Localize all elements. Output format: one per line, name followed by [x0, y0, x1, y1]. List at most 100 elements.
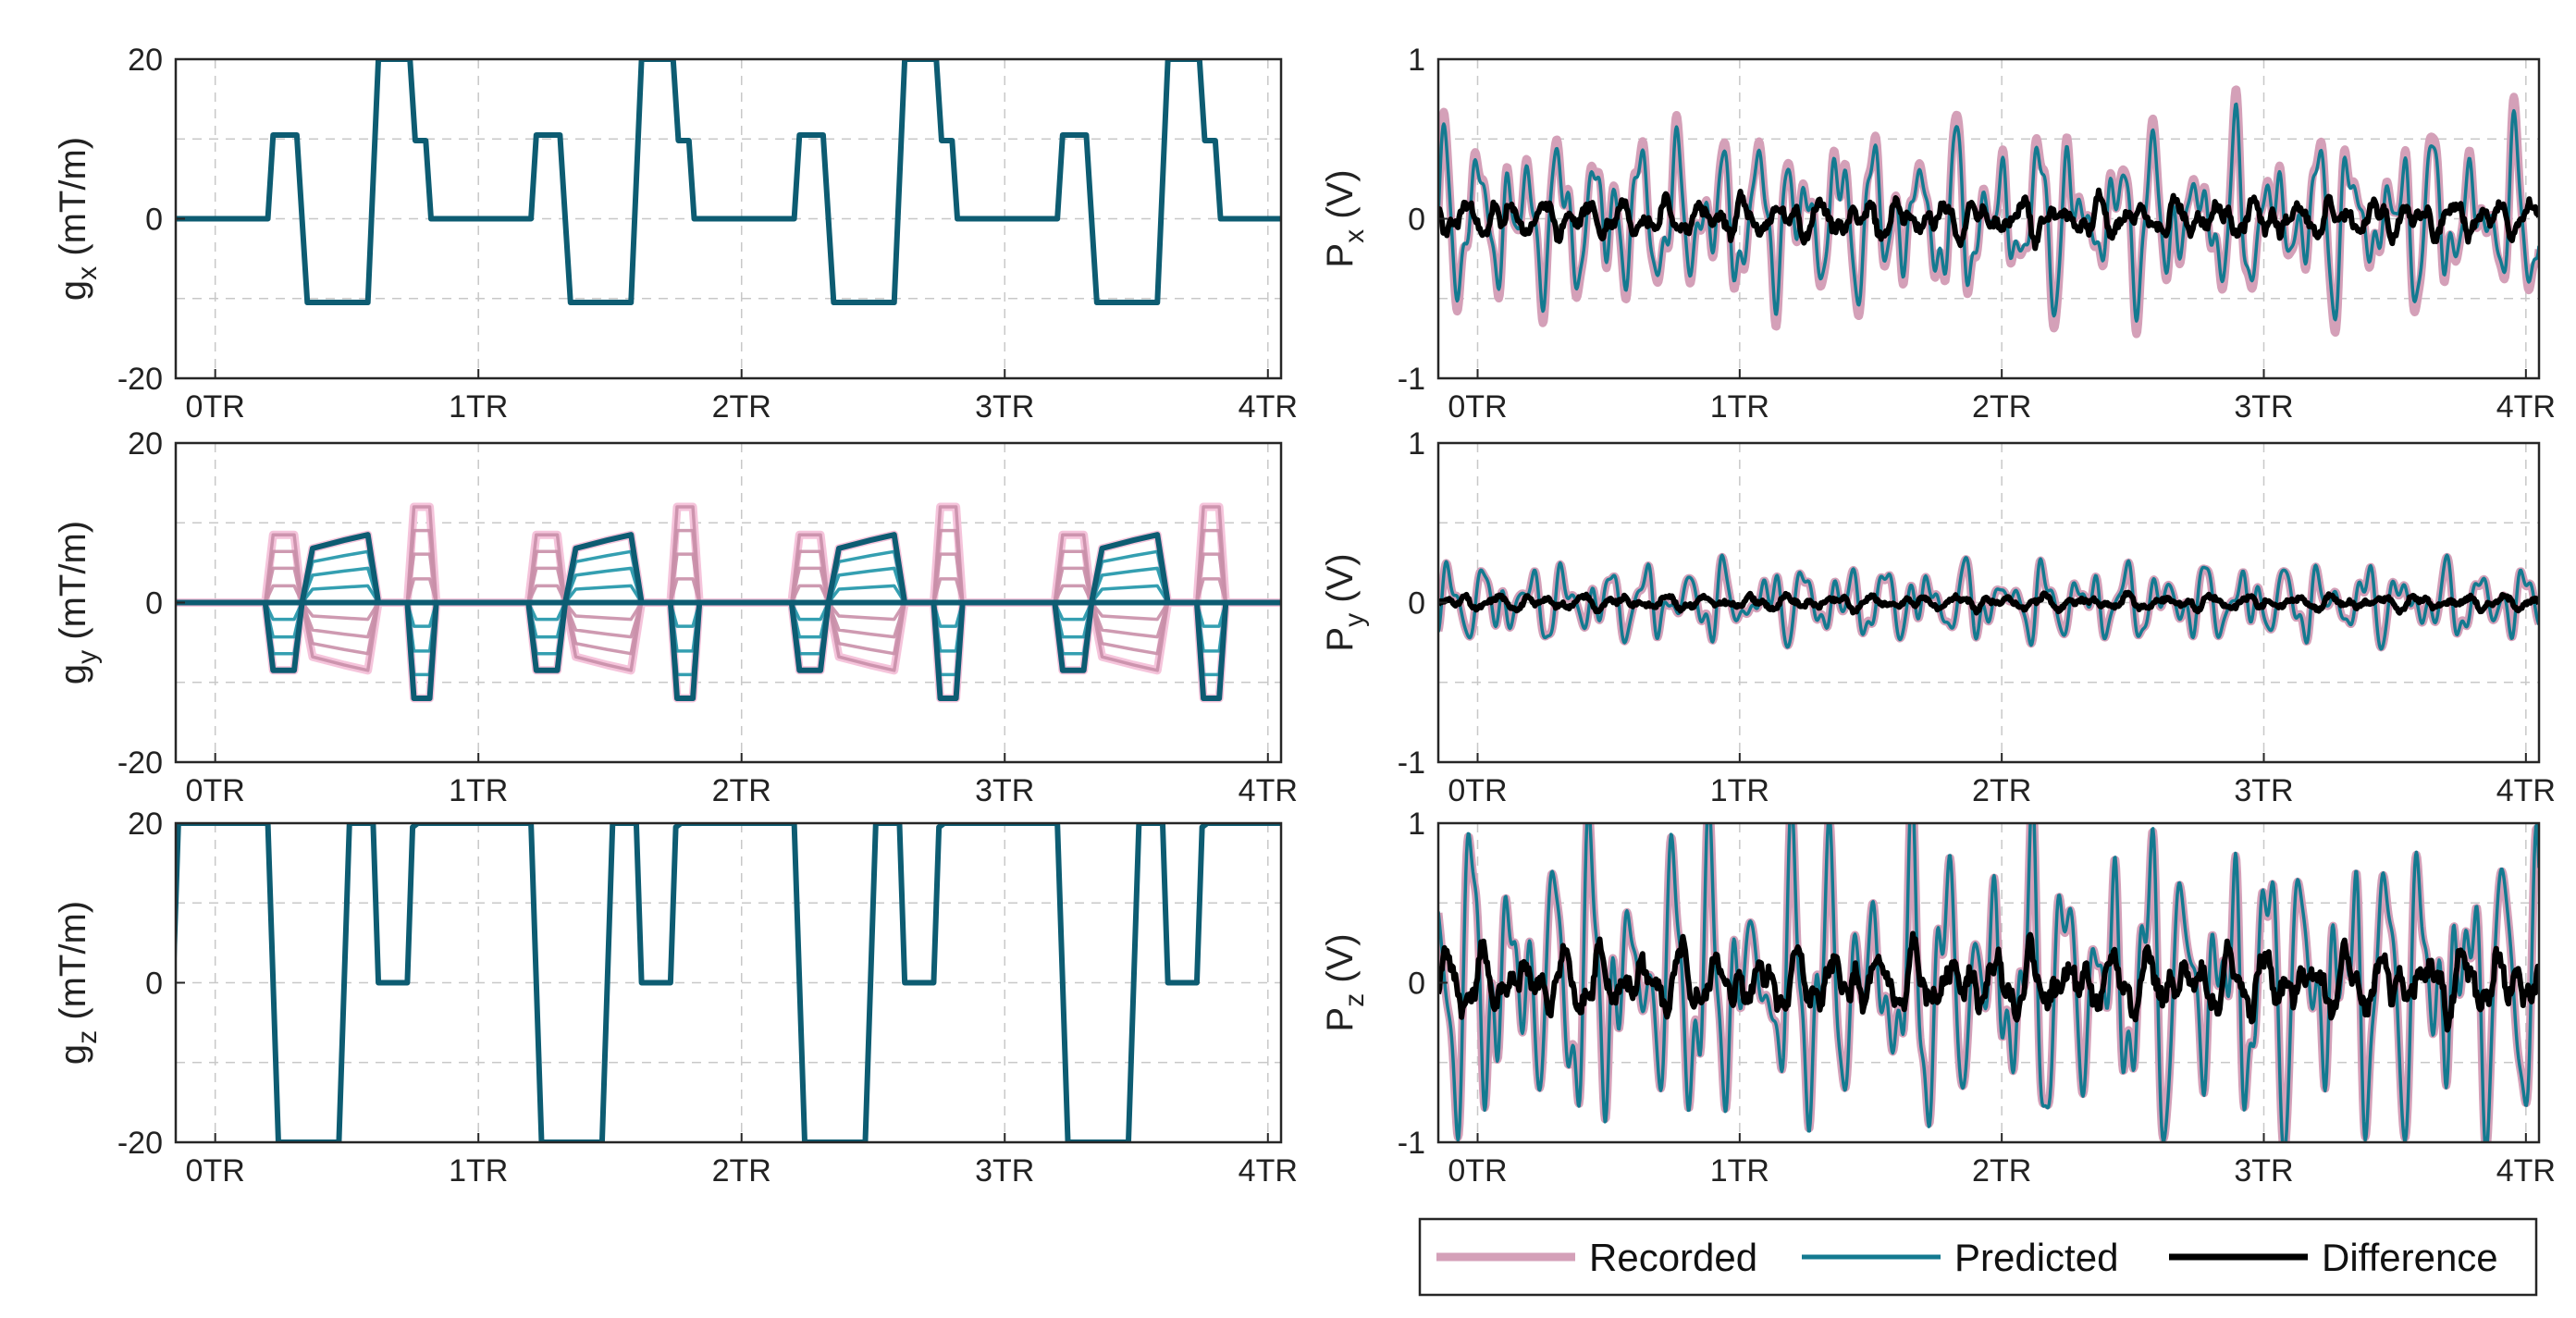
x-tick-label: 1TR: [449, 1153, 508, 1189]
x-tick-label: 3TR: [975, 1153, 1034, 1189]
y-axis-label-tail: (mT/m): [53, 901, 93, 1030]
x-tick-label: 1TR: [449, 389, 508, 425]
series-line-gy-step: [176, 584, 1281, 628]
y-axis-label-py: Py (V): [1320, 553, 1370, 651]
x-tick-label: 0TR: [186, 773, 245, 808]
y-tick-label: 0: [145, 203, 163, 238]
x-tick-label: 4TR: [1239, 389, 1298, 425]
series-line-gy-step: [176, 552, 1281, 639]
x-tick-label: 2TR: [712, 1153, 771, 1189]
y-axis-label-tail: (V): [1320, 553, 1361, 612]
y-axis-label-px: Px (V): [1320, 169, 1370, 267]
x-tick-label: 2TR: [1972, 773, 2031, 808]
y-axis-label-main: P: [1320, 627, 1361, 652]
panel-px: 0TR 1TR 2TR 3TR 4TR -1 0 1 Px (V): [1320, 43, 2556, 425]
x-tick-label: 3TR: [2234, 1153, 2293, 1189]
x-tick-label: 2TR: [1972, 1153, 2031, 1189]
series-line-gz: [176, 823, 1281, 1142]
x-tick-label: 1TR: [449, 773, 508, 808]
x-tick-label: 0TR: [1448, 1153, 1507, 1189]
y-axis-label-tail: (mT/m): [53, 521, 93, 650]
x-tick-label: 2TR: [712, 773, 771, 808]
series-line-gx: [176, 59, 1281, 306]
series-line-difference: [1438, 930, 2539, 1033]
x-tick-label: 4TR: [2496, 389, 2556, 425]
x-tick-label: 3TR: [2234, 389, 2293, 425]
series-line-gy-step: [176, 505, 1281, 672]
y-tick-label: -20: [117, 1126, 163, 1161]
panel-gy: 0TR 1TR 2TR 3TR 4TR -20 0 20 gy (mT/m): [53, 426, 1298, 808]
y-tick-label: 0: [1408, 586, 1425, 622]
x-tick-label: 4TR: [2496, 1153, 2556, 1189]
plot-area-pz: [1438, 823, 2539, 1142]
plot-area-gy: [176, 502, 1281, 703]
series-line-predicted: [1438, 102, 2539, 323]
x-tick-label: 0TR: [1448, 389, 1507, 425]
y-tick-label: 20: [128, 43, 163, 78]
y-tick-label: -20: [117, 745, 163, 781]
y-tick-label: 0: [1408, 967, 1425, 1002]
plot-area-px: [1438, 85, 2539, 339]
x-tick-label: 0TR: [186, 1153, 245, 1189]
y-axis-label-sub: z: [72, 1030, 103, 1044]
y-axis-label-gx: gx (mT/m): [53, 137, 103, 301]
x-tick-label: 4TR: [1239, 773, 1298, 808]
series-line-gy-step: [176, 577, 1281, 622]
y-axis-label-main: g: [53, 280, 93, 301]
y-axis-label-tail: (V): [1320, 933, 1361, 992]
y-axis-label-sub: y: [1339, 613, 1370, 627]
x-tick-label: 2TR: [1972, 389, 2031, 425]
series-line-gy-step: [176, 566, 1281, 653]
y-axis-label-sub: x: [1339, 229, 1370, 243]
y-tick-label: -1: [1398, 745, 1425, 781]
series-line-gy-step: [176, 528, 1281, 656]
legend-label-difference: Difference: [2322, 1236, 2498, 1279]
series-line-difference: [1438, 589, 2539, 616]
panel-gx: 0TR 1TR 2TR 3TR 4TR -20 0 20 gx (mT/m): [53, 43, 1298, 425]
y-tick-label: 1: [1408, 807, 1425, 842]
y-axis-label-main: g: [53, 664, 93, 684]
y-axis-label-main: g: [53, 1044, 93, 1065]
y-tick-label: -1: [1398, 362, 1425, 397]
y-axis-label-sub: y: [72, 650, 103, 664]
y-tick-label: 20: [128, 807, 163, 842]
y-tick-label: 1: [1408, 426, 1425, 462]
y-axis-label-tail: (mT/m): [53, 137, 93, 266]
y-axis-label-gz: gz (mT/m): [53, 901, 103, 1065]
y-tick-label: 1: [1408, 43, 1425, 78]
legend-box: [1418, 1217, 2538, 1297]
x-tick-label: 2TR: [712, 389, 771, 425]
x-tick-label: 4TR: [2496, 773, 2556, 808]
plot-area-py: [1438, 552, 2539, 652]
x-tick-label: 3TR: [975, 389, 1034, 425]
x-tick-label: 0TR: [186, 389, 245, 425]
y-axis-label-pz: Pz (V): [1320, 933, 1370, 1031]
panel-pz: 0TR 1TR 2TR 3TR 4TR -1 0 1 Pz (V): [1320, 807, 2556, 1189]
legend: Recorded Predicted Difference: [1418, 1217, 2538, 1297]
y-tick-label: 20: [128, 426, 163, 462]
plot-area-gz: [176, 823, 1281, 1142]
y-axis-label-main: P: [1320, 1007, 1361, 1032]
y-tick-label: 0: [1408, 203, 1425, 238]
panel-py: 0TR 1TR 2TR 3TR 4TR -1 0 1 Py (V): [1320, 426, 2556, 808]
x-tick-label: 1TR: [1710, 1153, 1769, 1189]
y-tick-label: 0: [145, 586, 163, 622]
plot-area-gx: [176, 59, 1281, 306]
y-axis-label-sub: x: [72, 266, 103, 280]
series-line-difference: [1438, 187, 2539, 252]
y-axis-label-gy: gy (mT/m): [53, 521, 103, 684]
x-tick-label: 3TR: [2234, 773, 2293, 808]
legend-label-recorded: Recorded: [1589, 1236, 1757, 1279]
series-line-gy: [176, 532, 1281, 701]
legend-label-predicted: Predicted: [1954, 1236, 2118, 1279]
x-tick-label: 1TR: [1710, 389, 1769, 425]
x-tick-label: 1TR: [1710, 773, 1769, 808]
y-tick-label: 0: [145, 967, 163, 1002]
y-axis-label-sub: z: [1339, 993, 1370, 1007]
y-tick-label: -20: [117, 362, 163, 397]
x-tick-label: 0TR: [1448, 773, 1507, 808]
x-tick-label: 3TR: [975, 773, 1034, 808]
y-axis-label-main: P: [1320, 243, 1361, 268]
y-tick-label: -1: [1398, 1126, 1425, 1161]
